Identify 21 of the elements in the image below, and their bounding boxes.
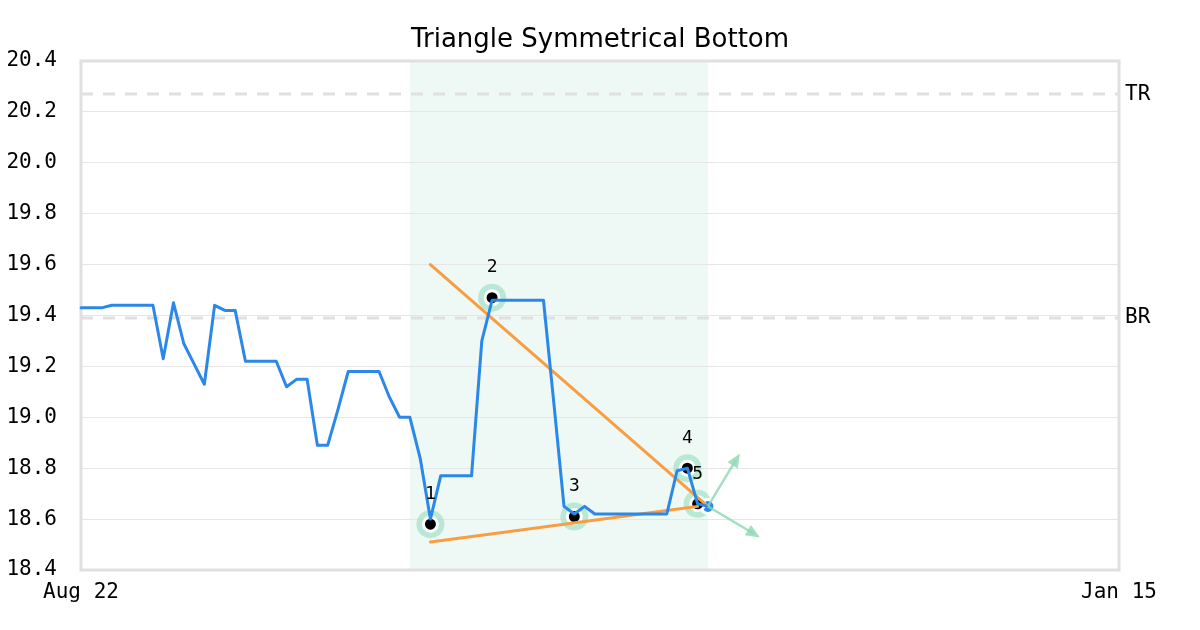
y-tick-label: 18.6 xyxy=(6,505,57,530)
x-tick-label: Jan 15 xyxy=(1081,579,1157,604)
x-tick-label: Aug 22 xyxy=(43,579,119,604)
y-tick-label: 18.4 xyxy=(6,556,57,581)
y-tick-label: 19.2 xyxy=(6,352,57,377)
y-tick-label: 20.2 xyxy=(6,98,57,123)
annotation: 3 xyxy=(568,474,580,496)
y-tick-label: 20.0 xyxy=(6,149,57,174)
y-tick-label: 18.8 xyxy=(6,454,57,479)
annotation: 5 xyxy=(692,461,704,483)
y-tick-label: 19.8 xyxy=(6,200,57,225)
y-tick-label: 20.4 xyxy=(6,47,57,72)
y-tick-label: 19.0 xyxy=(6,403,57,428)
ref-line-label: TR xyxy=(1125,80,1151,105)
annotation: 4 xyxy=(681,425,693,447)
y-tick-label: 19.6 xyxy=(6,251,57,276)
annotation: 1 xyxy=(425,481,436,503)
ref-line-label: BR xyxy=(1125,304,1151,329)
y-tick-label: 19.4 xyxy=(6,301,57,326)
annotation: 2 xyxy=(486,255,498,277)
chart-title: Triangle Symmetrical Bottom xyxy=(409,22,790,53)
